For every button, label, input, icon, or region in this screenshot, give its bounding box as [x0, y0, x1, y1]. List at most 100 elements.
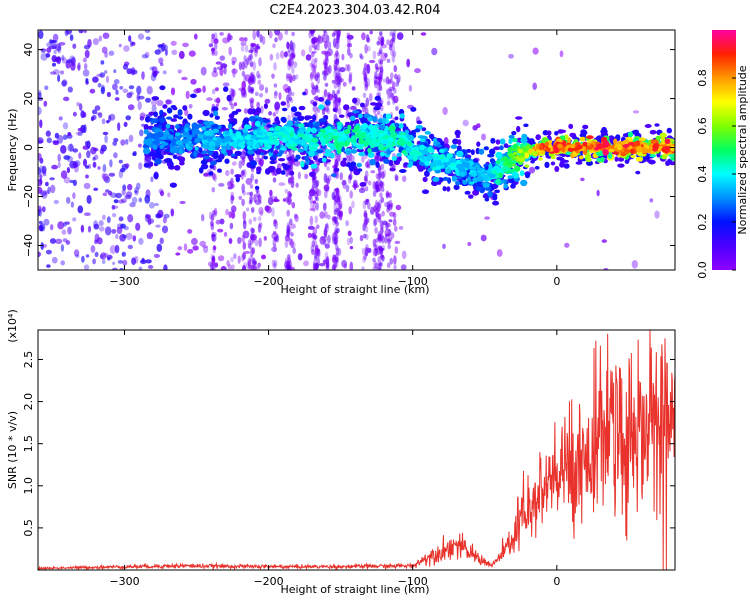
- noise-point: [304, 173, 309, 180]
- noise-point: [377, 80, 382, 87]
- noise-point: [126, 68, 133, 75]
- noise-point: [175, 252, 181, 256]
- noise-point: [338, 75, 342, 85]
- signal-point: [584, 154, 592, 159]
- signal-point: [427, 146, 433, 153]
- noise-point: [112, 213, 117, 218]
- noise-point: [242, 211, 247, 221]
- noise-point: [271, 195, 275, 204]
- noise-point: [332, 100, 337, 111]
- signal-point: [158, 116, 166, 124]
- signal-point: [612, 151, 618, 155]
- noise-point: [323, 229, 328, 239]
- noise-point: [314, 215, 319, 224]
- noise-point: [316, 89, 321, 94]
- signal-point: [213, 110, 219, 117]
- signal-point: [188, 143, 194, 147]
- noise-point: [100, 144, 107, 152]
- noise-point: [363, 254, 367, 261]
- noise-point: [327, 41, 332, 50]
- noise-point: [77, 205, 84, 214]
- signal-point: [202, 109, 210, 117]
- signal-point: [502, 161, 509, 166]
- noise-point: [258, 194, 262, 203]
- noise-point: [258, 57, 262, 67]
- noise-point: [336, 98, 341, 106]
- signal-point: [508, 138, 513, 145]
- noise-point: [41, 165, 47, 174]
- noise-point: [92, 38, 99, 46]
- noise-point: [248, 199, 253, 205]
- noise-point: [369, 30, 374, 35]
- noise-point: [115, 233, 119, 240]
- signal-point: [561, 159, 570, 163]
- noise-point: [38, 153, 42, 161]
- noise-point: [251, 228, 255, 234]
- noise-point: [327, 214, 331, 220]
- noise-point: [128, 85, 135, 90]
- colorbar-ticks: 0.0 0.2 0.4 0.6 0.8: [696, 69, 736, 279]
- noise-point: [261, 254, 266, 260]
- signal-point: [520, 179, 528, 186]
- noise-point: [387, 238, 391, 245]
- noise-point: [348, 43, 353, 48]
- signal-point: [586, 146, 593, 150]
- noise-point: [286, 41, 290, 50]
- noise-point: [284, 265, 289, 270]
- signal-point: [662, 146, 671, 150]
- noise-point: [286, 262, 290, 268]
- noise-point: [325, 262, 329, 269]
- noise-point: [121, 189, 126, 196]
- noise-point: [273, 83, 278, 88]
- noise-point: [288, 178, 292, 185]
- signal-point: [212, 153, 219, 160]
- noise-point: [210, 37, 215, 45]
- noise-point: [336, 89, 341, 95]
- noise-point: [377, 177, 381, 184]
- noise-point: [263, 236, 267, 241]
- signal-point: [182, 131, 190, 136]
- noise-point: [365, 34, 370, 43]
- noise-point: [257, 262, 261, 268]
- noise-point: [144, 51, 150, 59]
- noise-point: [72, 43, 77, 49]
- noise-point: [232, 68, 236, 78]
- noise-point: [221, 107, 228, 111]
- noise-point: [273, 62, 277, 71]
- noise-point: [150, 176, 154, 183]
- noise-point: [122, 259, 128, 266]
- noise-point: [104, 70, 108, 74]
- noise-point: [52, 69, 60, 75]
- noise-point: [335, 244, 339, 252]
- signal-point: [336, 124, 342, 131]
- signal-point: [352, 141, 358, 147]
- signal-point: [388, 125, 396, 132]
- noise-point: [104, 226, 112, 236]
- noise-point: [141, 257, 145, 263]
- noise-point: [333, 62, 338, 71]
- noise-point: [151, 99, 157, 107]
- noise-point: [216, 97, 221, 104]
- noise-point: [256, 70, 260, 79]
- noise-point: [250, 247, 254, 257]
- signal-point: [379, 157, 384, 162]
- signal-point: [360, 117, 368, 125]
- noise-point: [336, 40, 340, 50]
- signal-point: [338, 114, 345, 118]
- noise-point: [393, 255, 397, 265]
- noise-point: [331, 89, 336, 99]
- noise-point: [211, 47, 215, 55]
- signal-point: [220, 148, 227, 154]
- signal-point: [280, 170, 286, 175]
- signal-point: [596, 152, 602, 157]
- noise-point: [219, 218, 225, 225]
- noise-point: [102, 173, 109, 182]
- signal-point: [179, 125, 185, 130]
- noise-point: [285, 172, 289, 177]
- noise-point: [122, 88, 129, 94]
- noise-point: [40, 190, 47, 197]
- noise-point: [364, 84, 369, 91]
- noise-point: [78, 30, 84, 34]
- signal-point: [406, 134, 415, 142]
- noise-point: [291, 31, 295, 37]
